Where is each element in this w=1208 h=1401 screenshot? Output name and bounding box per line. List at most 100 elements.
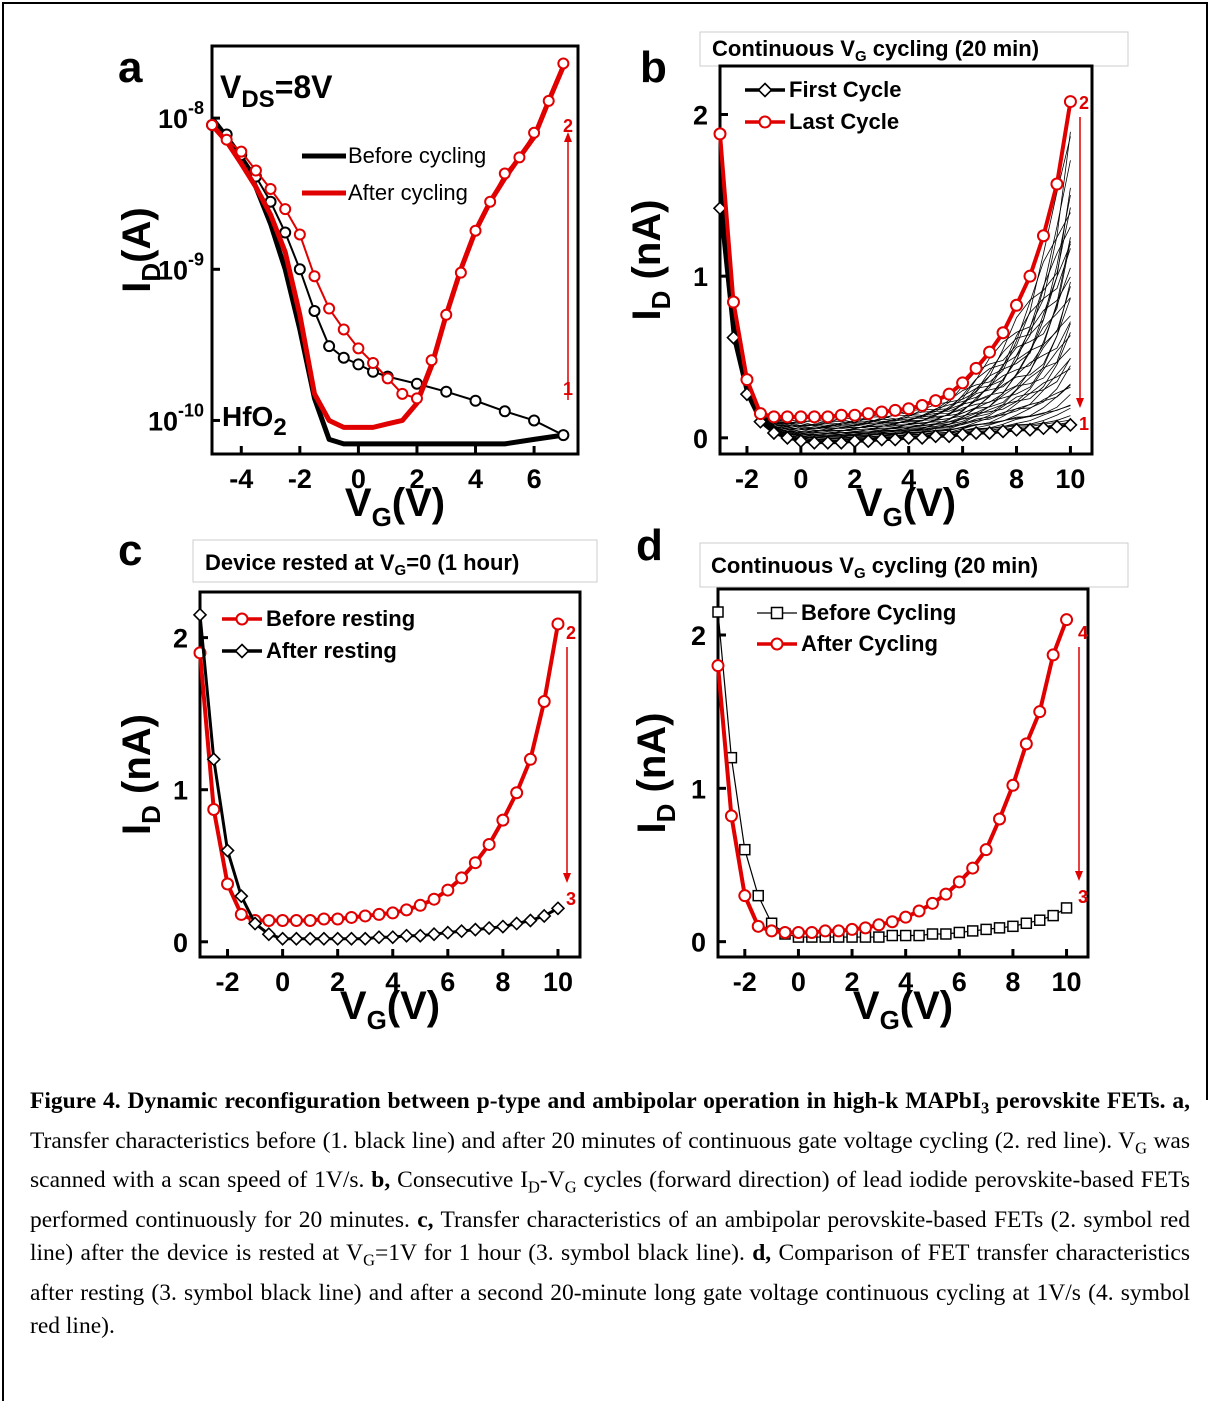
series-line xyxy=(198,623,560,923)
data-point xyxy=(381,372,394,385)
legend-label: After resting xyxy=(266,638,397,663)
data-point xyxy=(498,167,511,180)
panel-title: Device rested at VG=0 (1 hour) xyxy=(205,550,519,579)
data-point xyxy=(509,916,524,931)
data-point xyxy=(915,399,929,412)
x-tick-label: 4 xyxy=(468,464,483,494)
data-point xyxy=(848,408,862,422)
data-point xyxy=(276,914,290,927)
x-tick-label: 2 xyxy=(409,464,424,494)
y-tick-label: 0 xyxy=(691,928,706,958)
legend-label: After Cycling xyxy=(801,631,938,656)
data-point xyxy=(740,373,754,387)
data-point xyxy=(739,843,751,856)
data-point xyxy=(220,133,233,146)
data-point xyxy=(496,813,510,827)
data-point xyxy=(875,405,889,419)
y-axis-label: ID (nA) xyxy=(625,200,676,321)
y-tick-label: 1 xyxy=(691,774,706,804)
data-point xyxy=(221,877,235,891)
arrow-head xyxy=(563,873,571,883)
x-tick-label: 6 xyxy=(955,464,970,494)
data-point xyxy=(724,809,738,823)
data-point xyxy=(711,659,725,673)
arrow-head xyxy=(1075,871,1083,881)
data-point xyxy=(1050,177,1064,191)
data-point xyxy=(399,928,414,943)
frame-left-border xyxy=(2,1098,4,1401)
data-point xyxy=(220,843,235,858)
data-point xyxy=(928,429,943,444)
data-point xyxy=(206,752,221,767)
cycle-curve xyxy=(719,136,1071,425)
data-point xyxy=(1036,229,1050,243)
x-axis-label: VG(V) xyxy=(856,481,956,532)
x-tick-label: 10 xyxy=(543,967,573,997)
data-point xyxy=(793,433,809,449)
x-tick-label: 8 xyxy=(495,967,510,997)
marker-1: 1 xyxy=(563,379,573,399)
x-tick-label: -2 xyxy=(288,464,312,494)
data-point xyxy=(426,927,442,942)
y-axis-label-group: ID (nA) xyxy=(630,713,681,834)
data-point xyxy=(766,425,782,441)
data-point xyxy=(469,224,482,237)
data-point xyxy=(1022,422,1038,437)
data-point xyxy=(1047,909,1059,922)
y-axis-label-group: ID (nA) xyxy=(115,714,166,835)
data-point xyxy=(440,925,455,940)
x-tick-label: 6 xyxy=(527,464,542,494)
data-point xyxy=(303,914,317,927)
data-point xyxy=(901,430,916,445)
data-point xyxy=(874,432,889,447)
data-point xyxy=(454,266,467,279)
data-point xyxy=(1007,920,1019,933)
x-tick-label: 6 xyxy=(440,967,455,997)
x-tick-label: -2 xyxy=(735,464,759,494)
marker-2: 2 xyxy=(563,116,573,136)
x-tick-label: 4 xyxy=(385,967,400,997)
data-point xyxy=(372,907,386,921)
caption-a-label: a, xyxy=(1172,1088,1190,1114)
data-point xyxy=(1006,778,1020,792)
y-tick-label: 10-9 xyxy=(158,249,204,285)
data-point xyxy=(482,837,496,851)
data-point xyxy=(993,812,1007,826)
data-point xyxy=(818,924,832,938)
x-tick-label: 10 xyxy=(1052,967,1082,997)
data-point xyxy=(979,843,993,857)
data-point xyxy=(969,361,983,375)
data-point xyxy=(413,898,427,912)
data-point xyxy=(1019,737,1033,751)
data-point xyxy=(275,931,290,946)
data-point xyxy=(454,924,469,939)
data-point xyxy=(915,430,930,445)
panel-c: c Device rested at VG=0 (1 hour)-2 0 2 4 6 8 10… xyxy=(115,526,598,1035)
data-point xyxy=(885,915,899,929)
y-tick-label: 2 xyxy=(173,624,188,654)
plot-frame xyxy=(718,64,1094,456)
y-tick-label: 2 xyxy=(693,101,708,131)
legend-marker xyxy=(770,606,784,620)
data-point xyxy=(845,922,859,936)
x-tick-label: 10 xyxy=(1055,464,1085,494)
data-point xyxy=(902,402,916,416)
marker-bottom: 3 xyxy=(1078,887,1088,907)
arrow-head xyxy=(564,132,572,142)
data-point xyxy=(982,425,997,441)
data-point xyxy=(780,410,794,424)
data-point xyxy=(468,856,482,870)
data-point xyxy=(807,435,822,450)
data-point xyxy=(738,889,752,903)
data-point xyxy=(832,924,846,938)
data-point xyxy=(955,427,970,442)
data-point xyxy=(1010,298,1024,312)
data-point xyxy=(323,340,336,353)
data-point xyxy=(888,432,903,447)
data-point xyxy=(441,883,455,897)
series-line xyxy=(716,618,1069,935)
data-point xyxy=(317,912,331,926)
data-point xyxy=(791,925,805,939)
data-point xyxy=(941,429,957,444)
data-point xyxy=(289,914,303,927)
